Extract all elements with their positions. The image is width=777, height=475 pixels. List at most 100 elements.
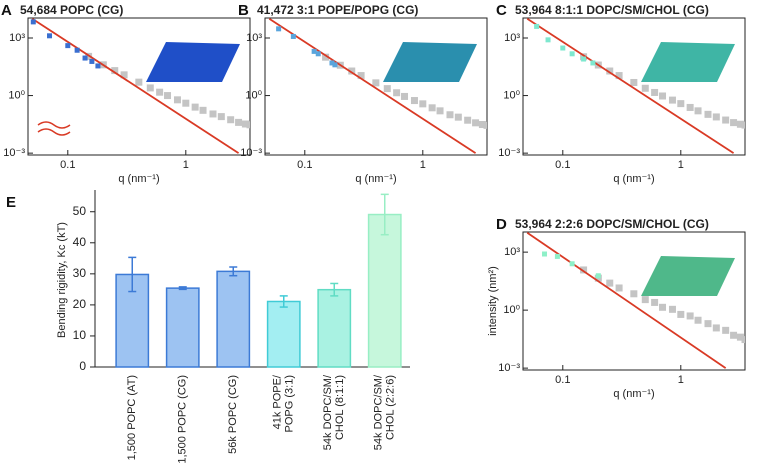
data-point: [542, 251, 548, 257]
panel-letter: B: [238, 2, 249, 19]
x-axis-label: q (nm⁻¹): [118, 173, 159, 185]
data-point: [641, 296, 649, 304]
data-point: [730, 331, 738, 339]
x-tick-label: 1: [678, 159, 684, 171]
data-point: [694, 107, 702, 115]
data-point: [630, 290, 638, 298]
data-point: [164, 92, 172, 100]
fit-line: [268, 18, 477, 154]
data-point: [686, 312, 694, 320]
y-axis-label: Bending rigidity, Kc (kT): [56, 222, 68, 338]
data-point: [74, 47, 80, 53]
data-point: [677, 100, 685, 108]
plot-area: [526, 232, 745, 369]
x-tick-label: 56k POPC (CG): [227, 375, 239, 454]
panel-title: 53,964 8:1:1 DOPC/SM/CHOL (CG): [515, 3, 709, 17]
squiggle: [37, 121, 71, 136]
data-point: [712, 324, 720, 332]
data-point: [315, 51, 321, 57]
bar: [165, 287, 200, 368]
data-point: [65, 43, 71, 49]
data-point: [677, 310, 685, 318]
data-point: [276, 26, 282, 32]
data-point: [668, 305, 676, 313]
data-point: [241, 120, 249, 128]
x-tick-label: 1: [183, 159, 189, 171]
data-point: [659, 92, 667, 100]
y-tick-label: 10: [73, 328, 87, 342]
bar: [266, 300, 301, 368]
x-tick-label: CHOL (2:2:6): [385, 375, 397, 440]
data-point: [641, 84, 649, 92]
data-point: [446, 111, 454, 119]
panel-title: 53,964 2:2:6 DOPC/SM/CHOL (CG): [515, 217, 709, 231]
data-point: [246, 121, 250, 129]
x-tick-label: 1: [678, 374, 684, 386]
data-point: [322, 53, 330, 61]
x-tick-label: 1,500 POPC (CG): [177, 375, 189, 464]
membrane-image: [383, 42, 477, 82]
data-point: [686, 103, 694, 111]
panel-letter: E: [6, 194, 16, 211]
data-point: [651, 88, 659, 96]
y-tick-label: 10⁰: [503, 304, 520, 316]
data-point: [659, 303, 667, 311]
error-bar: [330, 282, 339, 297]
y-tick-label: 50: [73, 204, 87, 218]
data-point: [472, 119, 480, 127]
data-point: [428, 104, 436, 112]
data-point: [191, 103, 199, 111]
y-tick-label: 30: [73, 266, 87, 280]
x-tick-label: 41k POPE/: [272, 374, 284, 429]
y-tick-label: 10⁰: [245, 89, 262, 101]
data-point: [146, 84, 154, 92]
plot-frame: [27, 17, 251, 156]
membrane-image: [641, 256, 735, 296]
y-tick-label: 10³: [504, 246, 520, 258]
plot-area: [526, 18, 745, 154]
y-tick-label: 10³: [9, 32, 25, 44]
data-point: [436, 107, 444, 115]
data-point: [615, 284, 623, 292]
plot-frame: [522, 231, 746, 371]
y-tick-label: 10⁰: [8, 89, 25, 101]
data-point: [410, 97, 418, 105]
panel-title: 54,684 POPC (CG): [20, 3, 123, 17]
data-point: [47, 33, 53, 39]
data-point: [332, 62, 338, 68]
y-tick-label: 0: [79, 359, 86, 373]
error-bar: [279, 295, 288, 308]
data-point: [135, 78, 143, 86]
x-tick-label: 0.1: [297, 159, 312, 171]
data-point: [560, 45, 566, 51]
bar: [317, 288, 352, 368]
data-point: [704, 110, 712, 118]
x-tick-label: POPG (3:1): [284, 375, 296, 432]
plot-area: [30, 18, 250, 154]
data-point: [156, 88, 164, 96]
error-bar: [128, 256, 137, 293]
data-point: [120, 71, 128, 79]
data-point: [89, 58, 95, 64]
data-point: [401, 92, 409, 100]
x-axis-label: q (nm⁻¹): [613, 173, 654, 185]
x-axis-label: q (nm⁻¹): [355, 173, 396, 185]
data-point: [173, 96, 181, 104]
data-point: [722, 326, 730, 334]
error-bar: [229, 266, 238, 277]
y-tick-label: 10³: [504, 32, 520, 44]
data-point: [554, 253, 560, 259]
data-point: [217, 113, 225, 121]
data-point: [606, 279, 614, 287]
plot-frame: [522, 17, 746, 156]
y-tick-label: 10⁻³: [240, 147, 262, 159]
data-point: [581, 56, 587, 62]
fit-line: [526, 18, 735, 154]
y-axis-label: intensity (nm²): [487, 266, 499, 336]
y-tick-label: 10⁻³: [498, 362, 520, 374]
data-point: [348, 67, 356, 75]
error-bar: [178, 286, 187, 291]
y-tick-label: 20: [73, 297, 87, 311]
data-point: [651, 298, 659, 306]
